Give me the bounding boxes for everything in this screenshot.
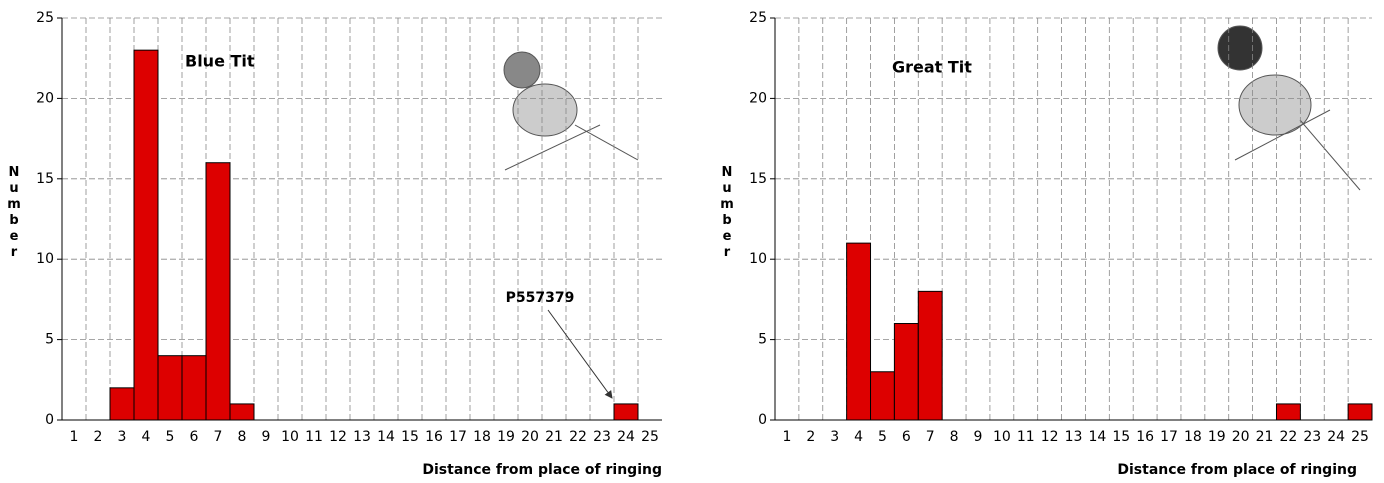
x-tick-label: 22 (1280, 429, 1298, 445)
y-axis-label: Number (7, 165, 22, 261)
x-tick-label: 9 (974, 429, 983, 445)
x-tick-label: 6 (902, 429, 911, 445)
bar (205, 162, 231, 421)
y-tick-label: 20 (36, 90, 54, 106)
x-tick-label: 19 (497, 429, 515, 445)
x-tick-label: 16 (425, 429, 443, 445)
x-tick-label: 11 (1017, 429, 1035, 445)
chart-title: Great Tit (892, 58, 972, 77)
x-tick-label: 4 (854, 429, 863, 445)
x-tick-label: 23 (1303, 429, 1321, 445)
x-tick-label: 20 (521, 429, 539, 445)
x-tick-label: 18 (1184, 429, 1202, 445)
x-axis-label: Distance from place of ringing (1117, 462, 1357, 478)
bar (870, 371, 895, 421)
x-tick-label: 25 (641, 429, 659, 445)
annotation-arrow (547, 309, 613, 399)
y-tick-label: 20 (749, 90, 767, 106)
x-tick-label: 14 (377, 429, 395, 445)
x-tick-label: 20 (1232, 429, 1250, 445)
x-tick-label: 17 (1160, 429, 1178, 445)
x-tick-label: 8 (238, 429, 247, 445)
bar (181, 355, 207, 421)
x-tick-label: 13 (1065, 429, 1083, 445)
x-axis-label: Distance from place of ringing (422, 462, 662, 478)
bar (1347, 403, 1373, 421)
x-tick-label: 15 (1112, 429, 1130, 445)
x-tick-label: 12 (329, 429, 347, 445)
x-tick-label: 21 (545, 429, 563, 445)
chart-title: Blue Tit (185, 52, 255, 71)
y-tick-label: 25 (749, 10, 767, 26)
x-tick-label: 4 (142, 429, 151, 445)
x-tick-label: 24 (1327, 429, 1345, 445)
x-tick-label: 19 (1208, 429, 1226, 445)
y-tick-label: 15 (36, 171, 54, 187)
y-tick-label: 10 (749, 251, 767, 267)
x-tick-label: 18 (473, 429, 491, 445)
x-tick-label: 14 (1088, 429, 1106, 445)
x-tick-label: 1 (70, 429, 79, 445)
x-tick-label: 16 (1136, 429, 1154, 445)
y-tick-label: 5 (758, 332, 767, 348)
x-tick-label: 6 (190, 429, 199, 445)
bar (613, 403, 639, 421)
y-axis-label: Number (720, 165, 735, 261)
bar (846, 242, 872, 421)
x-tick-label: 7 (926, 429, 935, 445)
y-tick-label: 0 (758, 412, 767, 428)
x-tick-label: 5 (878, 429, 887, 445)
x-tick-label: 2 (806, 429, 815, 445)
x-tick-label: 12 (1041, 429, 1059, 445)
bar (917, 290, 943, 421)
x-tick-label: 1 (782, 429, 791, 445)
y-tick-label: 5 (45, 332, 54, 348)
y-tick-label: 0 (45, 412, 54, 428)
x-tick-label: 2 (94, 429, 103, 445)
x-tick-label: 24 (617, 429, 635, 445)
annotation: P557379 (506, 290, 575, 306)
x-tick-label: 7 (214, 429, 223, 445)
x-tick-label: 17 (449, 429, 467, 445)
x-tick-label: 23 (593, 429, 611, 445)
x-tick-label: 10 (281, 429, 299, 445)
y-tick-label: 25 (36, 10, 54, 26)
y-tick-label: 15 (749, 171, 767, 187)
bird-illustration (503, 25, 1361, 191)
bar (229, 403, 255, 421)
bar (133, 49, 159, 421)
bar (109, 387, 135, 421)
x-tick-label: 25 (1351, 429, 1369, 445)
x-tick-label: 9 (262, 429, 271, 445)
x-tick-label: 8 (950, 429, 959, 445)
x-tick-label: 13 (353, 429, 371, 445)
x-tick-label: 22 (569, 429, 587, 445)
x-tick-label: 15 (401, 429, 419, 445)
x-tick-label: 3 (118, 429, 127, 445)
bar (893, 323, 919, 421)
x-tick-label: 21 (1256, 429, 1274, 445)
bar (1275, 403, 1301, 421)
bar (157, 355, 183, 421)
x-tick-label: 5 (166, 429, 175, 445)
x-tick-label: 3 (830, 429, 839, 445)
x-tick-label: 10 (993, 429, 1011, 445)
x-tick-label: 11 (305, 429, 323, 445)
y-tick-label: 10 (36, 251, 54, 267)
